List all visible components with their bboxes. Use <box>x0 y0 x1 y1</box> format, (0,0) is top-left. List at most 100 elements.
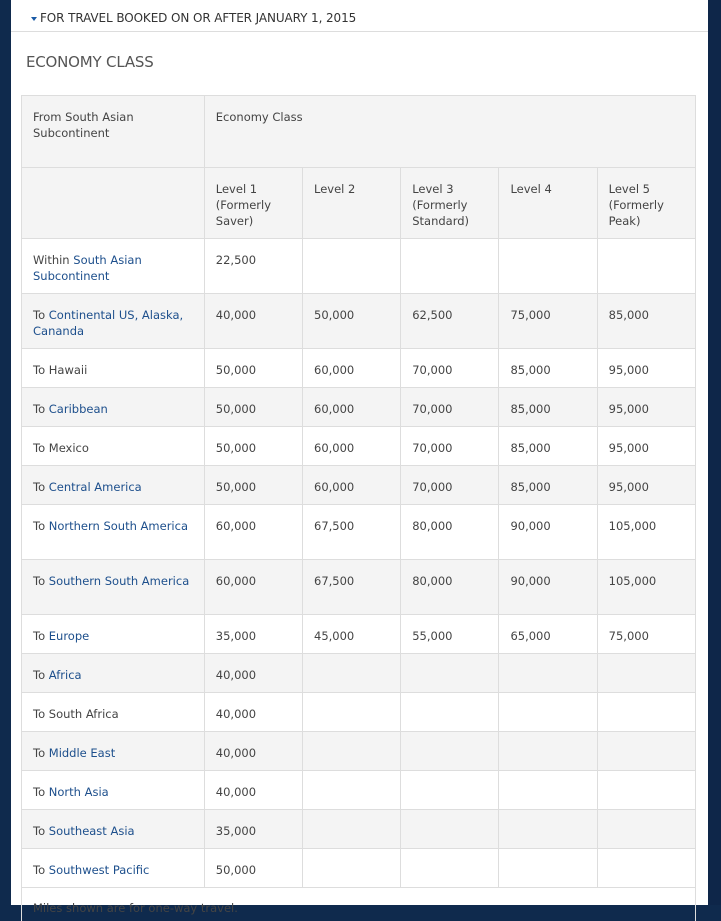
destination-prefix: Within <box>33 253 70 267</box>
miles-cell <box>597 732 695 771</box>
miles-cell <box>401 849 499 888</box>
caret-down-icon <box>31 17 37 21</box>
destination-prefix: To <box>33 746 45 760</box>
miles-cell: 75,000 <box>597 615 695 654</box>
miles-cell <box>401 693 499 732</box>
miles-cell <box>401 654 499 693</box>
miles-cell: 60,000 <box>303 388 401 427</box>
destination-cell: To Mexico <box>22 427 205 466</box>
miles-cell: 50,000 <box>204 849 302 888</box>
destination-prefix: To <box>33 441 45 455</box>
destination-prefix: To <box>33 824 45 838</box>
miles-cell: 40,000 <box>204 294 302 349</box>
miles-cell: 67,500 <box>303 560 401 615</box>
miles-cell: 75,000 <box>499 294 597 349</box>
miles-cell: 95,000 <box>597 427 695 466</box>
level-header: Level 3 (Formerly Standard) <box>401 168 499 239</box>
miles-cell: 70,000 <box>401 349 499 388</box>
destination-prefix: To <box>33 707 45 721</box>
destination-link[interactable]: Southwest Pacific <box>49 863 150 877</box>
destination-cell: To South Africa <box>22 693 205 732</box>
miles-cell: 85,000 <box>499 427 597 466</box>
destination-cell: To North Asia <box>22 771 205 810</box>
destination-cell: Within South Asian Subcontinent <box>22 239 205 294</box>
miles-cell <box>303 771 401 810</box>
destination-label: Hawaii <box>49 363 88 377</box>
miles-cell: 50,000 <box>303 294 401 349</box>
origin-header: From South Asian Subcontinent <box>22 96 205 168</box>
miles-cell: 22,500 <box>204 239 302 294</box>
miles-cell: 70,000 <box>401 466 499 505</box>
destination-link[interactable]: Southern South America <box>49 574 189 588</box>
miles-cell: 40,000 <box>204 693 302 732</box>
miles-cell: 60,000 <box>303 427 401 466</box>
destination-link[interactable]: Middle East <box>49 746 115 760</box>
destination-prefix: To <box>33 519 45 533</box>
miles-cell: 95,000 <box>597 466 695 505</box>
destination-prefix: To <box>33 574 45 588</box>
footnote-row: Miles shown are for one-way travel. <box>22 888 696 921</box>
miles-cell: 85,000 <box>499 388 597 427</box>
destination-prefix: To <box>33 308 45 322</box>
award-chart-table: From South Asian Subcontinent Economy Cl… <box>21 95 696 921</box>
destination-cell: To Hawaii <box>22 349 205 388</box>
destination-link[interactable]: Southeast Asia <box>49 824 135 838</box>
miles-cell: 50,000 <box>204 427 302 466</box>
destination-prefix: To <box>33 785 45 799</box>
miles-cell: 60,000 <box>303 466 401 505</box>
destination-link[interactable]: Continental US, Alaska, Cananda <box>33 308 183 338</box>
miles-cell: 85,000 <box>499 466 597 505</box>
miles-cell: 50,000 <box>204 388 302 427</box>
miles-cell: 62,500 <box>401 294 499 349</box>
miles-cell: 40,000 <box>204 771 302 810</box>
miles-cell: 85,000 <box>597 294 695 349</box>
miles-cell <box>597 654 695 693</box>
miles-cell <box>303 732 401 771</box>
destination-link[interactable]: Caribbean <box>49 402 108 416</box>
destination-link[interactable]: Central America <box>49 480 142 494</box>
level-header-row: Level 1 (Formerly Saver) Level 2 Level 3… <box>22 168 696 239</box>
miles-cell <box>499 810 597 849</box>
empty-header-cell <box>22 168 205 239</box>
section-toggle-label: FOR TRAVEL BOOKED ON OR AFTER JANUARY 1,… <box>40 11 356 25</box>
travel-date-section-toggle[interactable]: FOR TRAVEL BOOKED ON OR AFTER JANUARY 1,… <box>31 11 356 25</box>
miles-cell <box>401 239 499 294</box>
miles-cell: 60,000 <box>204 560 302 615</box>
miles-cell <box>597 849 695 888</box>
destination-prefix: To <box>33 402 45 416</box>
destination-link[interactable]: Africa <box>49 668 82 682</box>
miles-cell: 95,000 <box>597 349 695 388</box>
footnote: Miles shown are for one-way travel. <box>22 888 696 921</box>
miles-cell <box>303 239 401 294</box>
miles-cell: 40,000 <box>204 654 302 693</box>
miles-cell: 50,000 <box>204 466 302 505</box>
miles-cell: 80,000 <box>401 560 499 615</box>
destination-link[interactable]: North Asia <box>49 785 109 799</box>
miles-cell: 67,500 <box>303 505 401 560</box>
miles-cell: 105,000 <box>597 560 695 615</box>
class-title: ECONOMY CLASS <box>26 53 154 71</box>
miles-cell <box>303 810 401 849</box>
destination-cell: To Southern South America <box>22 560 205 615</box>
level-header: Level 1 (Formerly Saver) <box>204 168 302 239</box>
destination-cell: To Southwest Pacific <box>22 849 205 888</box>
destination-cell: To Africa <box>22 654 205 693</box>
destination-prefix: To <box>33 480 45 494</box>
destination-link[interactable]: Northern South America <box>49 519 188 533</box>
destination-link[interactable]: Europe <box>49 629 89 643</box>
miles-cell: 70,000 <box>401 388 499 427</box>
destination-cell: To Caribbean <box>22 388 205 427</box>
table-header-row: From South Asian Subcontinent Economy Cl… <box>22 96 696 168</box>
level-header: Level 5 (Formerly Peak) <box>597 168 695 239</box>
